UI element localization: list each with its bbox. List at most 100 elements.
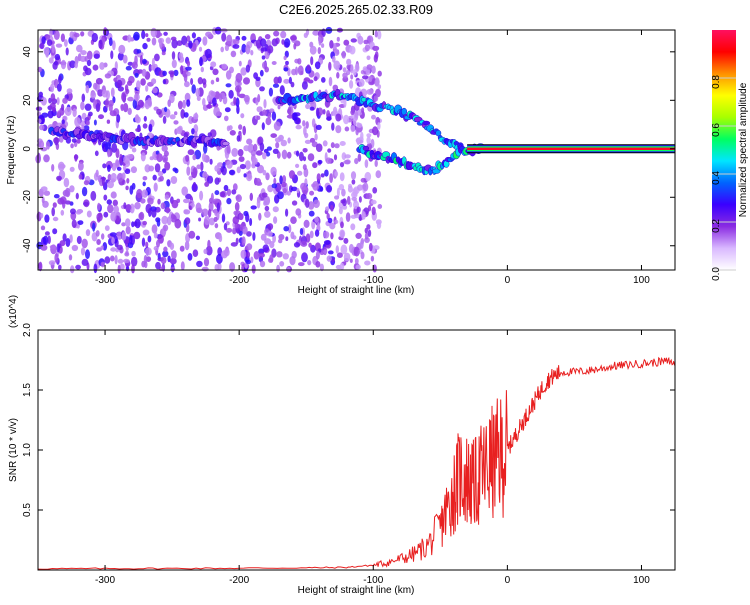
spectrogram-noise-speck <box>162 115 167 124</box>
spectrogram-noise-speck <box>277 191 284 200</box>
spectrogram-noise-speck <box>339 172 345 182</box>
spectrogram-noise-speck <box>257 94 261 103</box>
spectrogram-noise-speck <box>76 235 82 245</box>
spectrogram-noise-speck <box>222 95 228 105</box>
spectrogram-noise-speck <box>213 216 218 222</box>
spectrogram-noise-speck <box>321 43 325 48</box>
spectrogram-noise-speck <box>142 176 148 181</box>
spectrogram-noise-speck <box>348 243 354 253</box>
spectrogram-noise-speck <box>214 26 222 35</box>
spectrogram-noise-speck <box>124 204 132 211</box>
spectrogram-noise-speck <box>200 161 204 172</box>
spectrogram-noise-speck <box>331 257 336 263</box>
spectrogram-noise-speck <box>322 140 328 147</box>
spectrogram-noise-speck <box>342 198 347 207</box>
spectrogram-noise-speck <box>349 258 353 263</box>
spectrogram-noise-speck <box>342 72 348 79</box>
spectrogram-noise-speck <box>273 216 278 224</box>
spectrogram-noise-speck <box>90 91 97 99</box>
spectrogram-noise-speck <box>143 115 147 122</box>
spectrogram-noise-speck <box>86 59 92 67</box>
spectrogram-noise-speck <box>221 213 226 223</box>
spectrogram-noise-speck <box>261 122 265 131</box>
spectrogram-noise-speck <box>261 55 266 60</box>
spectrogram-noise-speck <box>245 64 251 73</box>
spectrogram-noise-speck <box>232 39 240 45</box>
spectrogram-noise-speck <box>216 253 223 264</box>
spectrogram-noise-speck <box>278 238 283 244</box>
spectrogram-noise-speck <box>90 190 97 201</box>
spectrogram-noise-speck <box>263 99 267 109</box>
spectrogram-noise-speck <box>259 69 264 77</box>
spectrogram-noise-speck <box>111 142 118 153</box>
spectrogram-noise-speck <box>164 106 168 112</box>
spectrogram-noise-speck <box>45 34 51 40</box>
spectrogram-noise-speck <box>331 122 335 131</box>
spectrogram-noise-speck <box>162 79 167 85</box>
spectrogram-noise-speck <box>68 254 73 261</box>
spectrogram-noise-speck <box>261 192 268 198</box>
spectrogram-noise-speck <box>242 125 246 136</box>
spectrogram-noise-speck <box>322 109 326 115</box>
spectrogram-noise-speck <box>64 39 68 47</box>
spectrogram-noise-speck <box>125 65 132 71</box>
spectrogram-noise-speck <box>295 208 302 216</box>
spectrogram-noise-speck <box>241 236 246 246</box>
spectrogram-noise-speck <box>85 229 91 237</box>
spectrogram-noise-speck <box>114 255 118 265</box>
spectrogram-noise-speck <box>304 139 312 144</box>
spectrogram-noise-speck <box>117 264 121 274</box>
spectrogram-noise-speck <box>110 50 114 60</box>
spectrogram-noise-speck <box>209 158 213 165</box>
spectrogram-noise-speck <box>283 226 290 232</box>
spectrogram-noise-speck <box>296 150 300 157</box>
spectrogram-noise-speck <box>142 58 147 65</box>
spectrogram-noise-speck <box>232 44 240 49</box>
spectrogram-noise-speck <box>210 79 215 85</box>
spectrogram-noise-speck <box>202 36 208 46</box>
snr-series-group <box>37 356 676 570</box>
spectrogram-noise-speck <box>293 43 297 50</box>
spectrogram-noise-speck <box>287 224 292 234</box>
spectrogram-noise-speck <box>163 150 169 157</box>
spectrogram-noise-speck <box>107 164 111 172</box>
spectrogram-noise-speck <box>295 124 302 130</box>
spectrogram-noise-speck <box>207 132 212 138</box>
spectrogram-noise-speck <box>214 223 219 229</box>
spectrogram-noise-speck <box>264 34 271 40</box>
spectrogram-noise-speck <box>73 32 80 38</box>
spectrogram-noise-speck <box>95 169 99 178</box>
spectrogram-noise-speck <box>38 261 43 272</box>
spectrogram-noise-speck <box>38 140 45 149</box>
spectrogram-noise-speck <box>112 40 116 51</box>
spectrogram-noise-speck <box>367 229 372 237</box>
spectrogram-noise-speck <box>110 255 115 262</box>
spectrogram-noise-speck <box>203 257 210 267</box>
signal-track-upper <box>275 88 464 152</box>
spectrogram-noise-speck <box>330 232 334 240</box>
spectrogram-noise-speck <box>228 125 233 131</box>
spectrogram-noise-speck <box>141 237 146 247</box>
spectrogram-noise-speck <box>272 206 279 213</box>
spectrogram-noise-speck <box>304 132 309 139</box>
spectrogram-noise-speck <box>264 238 272 245</box>
spectrogram-noise-speck <box>152 87 158 94</box>
spectrogram-noise-speck <box>76 138 81 144</box>
spectrogram-noise-speck <box>357 35 364 45</box>
spectrogram-noise-speck <box>62 97 68 104</box>
spectrogram-noise-speck <box>302 164 307 171</box>
spectrogram-noise-speck <box>366 88 374 95</box>
spectrogram-noise-speck <box>192 249 199 257</box>
spectrogram-noise-speck <box>43 47 50 56</box>
spectrogram-noise-speck <box>273 30 280 37</box>
spectrogram-noise-speck <box>214 190 220 196</box>
spectrogram-noise-speck <box>326 116 332 121</box>
spectrogram-y-axis: -40 -20 0 20 40 <box>22 46 675 253</box>
spectrogram-noise-speck <box>350 223 356 231</box>
spectrogram-noise-speck <box>267 45 274 54</box>
spectrogram-noise-speck <box>69 166 75 172</box>
spectrogram-noise-speck <box>305 121 309 129</box>
spectrogram-noise-speck <box>185 71 191 77</box>
spectrogram-noise-speck <box>164 194 170 200</box>
